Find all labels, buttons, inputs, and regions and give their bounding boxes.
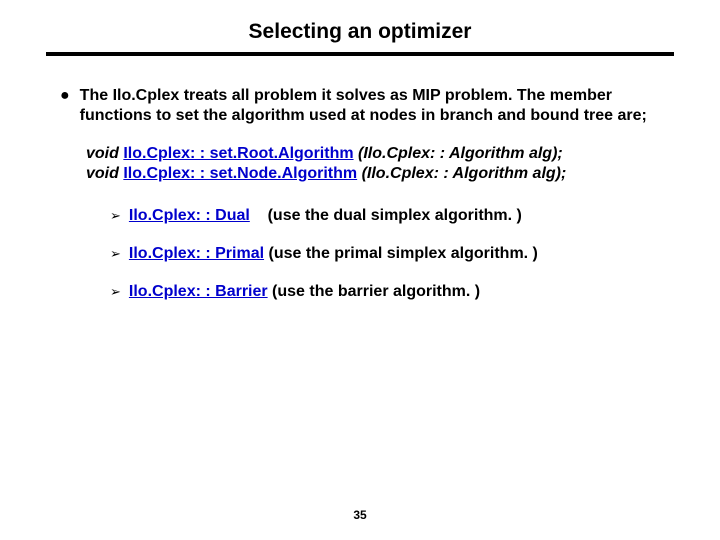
algo-link-barrier[interactable]: Ilo.Cplex: : Barrier	[129, 283, 268, 300]
slide: Selecting an optimizer ● The Ilo.Cplex t…	[0, 0, 720, 540]
main-bullet: ● The Ilo.Cplex treats all problem it so…	[60, 86, 660, 126]
function-1: void Ilo.Cplex: : set.Root.Algorithm (Il…	[86, 144, 660, 164]
function-2: void Ilo.Cplex: : set.Node.Algorithm (Il…	[86, 164, 660, 184]
func2-suffix: (Ilo.Cplex: : Algorithm alg);	[357, 165, 566, 182]
algo-item-dual: ➢ Ilo.Cplex: : Dual (use the dual simple…	[110, 206, 660, 226]
content-area: ● The Ilo.Cplex treats all problem it so…	[0, 86, 720, 302]
algo-text: Ilo.Cplex: : Barrier (use the barrier al…	[129, 282, 480, 302]
func1-prefix: void	[86, 145, 123, 162]
func1-suffix: (Ilo.Cplex: : Algorithm alg);	[354, 145, 563, 162]
slide-title: Selecting an optimizer	[0, 20, 720, 44]
algo-link-primal[interactable]: Ilo.Cplex: : Primal	[129, 245, 264, 262]
function-signatures: void Ilo.Cplex: : set.Root.Algorithm (Il…	[86, 144, 660, 184]
algo-text: Ilo.Cplex: : Dual (use the dual simplex …	[129, 206, 522, 226]
chevron-icon: ➢	[110, 244, 121, 264]
func2-link[interactable]: Ilo.Cplex: : set.Node.Algorithm	[123, 165, 357, 182]
func1-link[interactable]: Ilo.Cplex: : set.Root.Algorithm	[123, 145, 353, 162]
page-number: 35	[0, 508, 720, 522]
main-bullet-text: The Ilo.Cplex treats all problem it solv…	[80, 86, 660, 126]
algorithm-list: ➢ Ilo.Cplex: : Dual (use the dual simple…	[110, 206, 660, 302]
algo-gap	[250, 207, 263, 224]
chevron-icon: ➢	[110, 282, 121, 302]
algo-item-barrier: ➢ Ilo.Cplex: : Barrier (use the barrier …	[110, 282, 660, 302]
bullet-icon: ●	[60, 86, 70, 106]
algo-item-primal: ➢ Ilo.Cplex: : Primal (use the primal si…	[110, 244, 660, 264]
algo-desc: (use the primal simplex algorithm. )	[264, 245, 538, 262]
func2-prefix: void	[86, 165, 123, 182]
title-underline	[46, 52, 674, 56]
algo-text: Ilo.Cplex: : Primal (use the primal simp…	[129, 244, 538, 264]
algo-desc: (use the dual simplex algorithm. )	[263, 207, 522, 224]
algo-desc: (use the barrier algorithm. )	[268, 283, 480, 300]
algo-link-dual[interactable]: Ilo.Cplex: : Dual	[129, 207, 250, 224]
chevron-icon: ➢	[110, 206, 121, 226]
